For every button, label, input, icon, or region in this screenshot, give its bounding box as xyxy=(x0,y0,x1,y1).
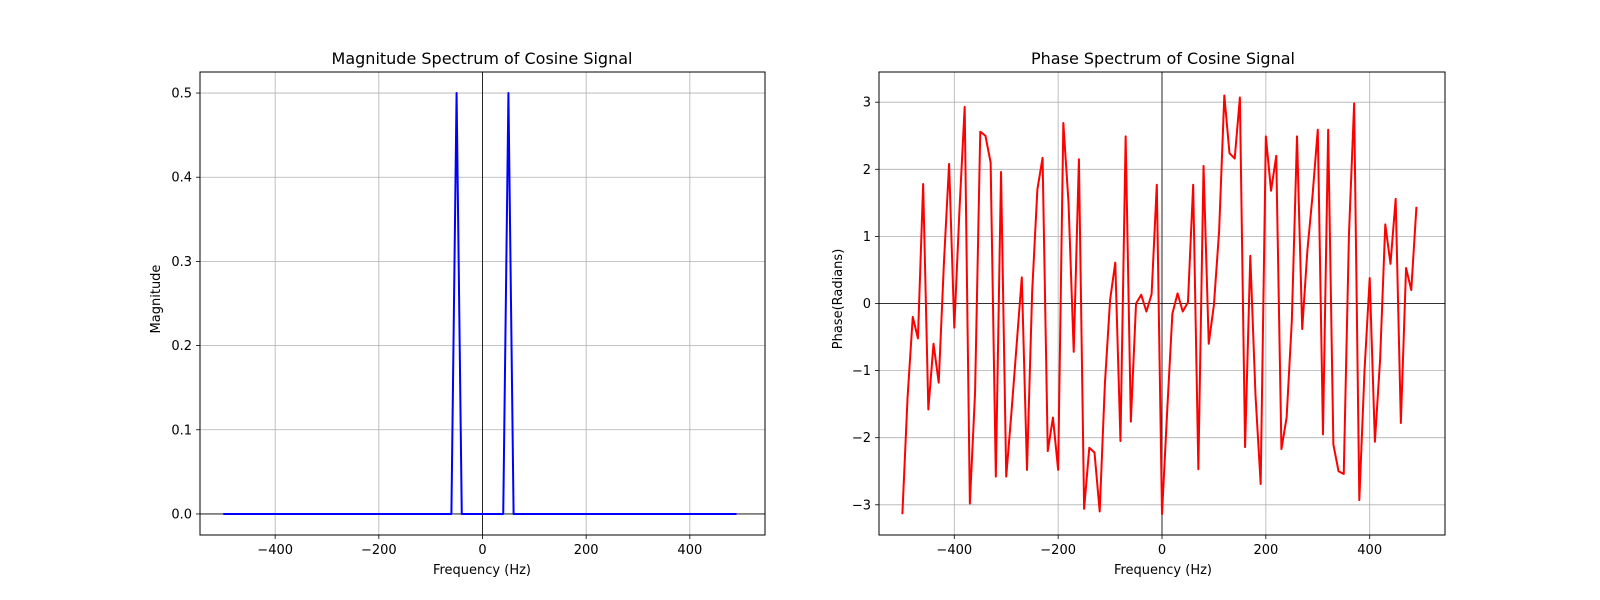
phase-y-ticks: −3 −2 −1 0 1 2 3 xyxy=(852,96,879,513)
magnitude-y-ticks: 0.0 0.1 0.2 0.3 0.4 0.5 xyxy=(171,87,200,522)
phase-x-tick-label: 200 xyxy=(1253,543,1278,558)
phase-series xyxy=(901,94,1418,516)
phase-plot: Phase Spectrum of Cosine Signal Frequenc… xyxy=(831,49,1446,578)
phase-x-axis-label: Frequency (Hz) xyxy=(1114,563,1212,578)
magnitude-x-tick-label: −200 xyxy=(361,543,397,558)
magnitude-x-tick-label: 200 xyxy=(574,543,599,558)
phase-y-tick-label: 3 xyxy=(863,96,871,111)
phase-y-axis-label: Phase(Radians) xyxy=(831,249,846,350)
phase-series-line xyxy=(901,94,1418,516)
magnitude-y-tick-label: 0.2 xyxy=(171,339,192,354)
magnitude-plot: Magnitude Spectrum of Cosine Signal Freq… xyxy=(149,49,766,578)
phase-x-tick-label: −200 xyxy=(1040,543,1076,558)
phase-x-ticks: −400 −200 0 200 400 xyxy=(936,535,1382,558)
magnitude-y-axis-label: Magnitude xyxy=(149,265,164,334)
magnitude-y-tick-label: 0.0 xyxy=(171,507,192,522)
magnitude-series-line xyxy=(223,92,737,515)
magnitude-plot-title: Magnitude Spectrum of Cosine Signal xyxy=(332,49,633,68)
magnitude-y-tick-label: 0.3 xyxy=(171,255,192,270)
phase-y-tick-label: −1 xyxy=(852,364,871,379)
magnitude-zero-lines xyxy=(200,72,765,535)
phase-x-tick-label: −400 xyxy=(936,543,972,558)
magnitude-series xyxy=(223,92,737,515)
phase-y-tick-label: 2 xyxy=(863,163,871,178)
phase-y-tick-label: −3 xyxy=(852,498,871,513)
magnitude-x-tick-label: −400 xyxy=(257,543,293,558)
magnitude-x-tick-label: 0 xyxy=(478,543,486,558)
phase-x-tick-label: 0 xyxy=(1158,543,1166,558)
magnitude-x-ticks: −400 −200 0 200 400 xyxy=(257,535,702,558)
magnitude-y-tick-label: 0.1 xyxy=(171,423,192,438)
phase-x-tick-label: 400 xyxy=(1357,543,1382,558)
phase-y-tick-label: 1 xyxy=(863,230,871,245)
magnitude-y-tick-label: 0.5 xyxy=(171,87,192,102)
phase-y-tick-label: −2 xyxy=(852,431,871,446)
magnitude-x-tick-label: 400 xyxy=(677,543,702,558)
magnitude-y-tick-label: 0.4 xyxy=(171,171,192,186)
magnitude-x-axis-label: Frequency (Hz) xyxy=(433,563,531,578)
phase-plot-title: Phase Spectrum of Cosine Signal xyxy=(1031,49,1295,68)
phase-y-tick-label: 0 xyxy=(863,297,871,312)
